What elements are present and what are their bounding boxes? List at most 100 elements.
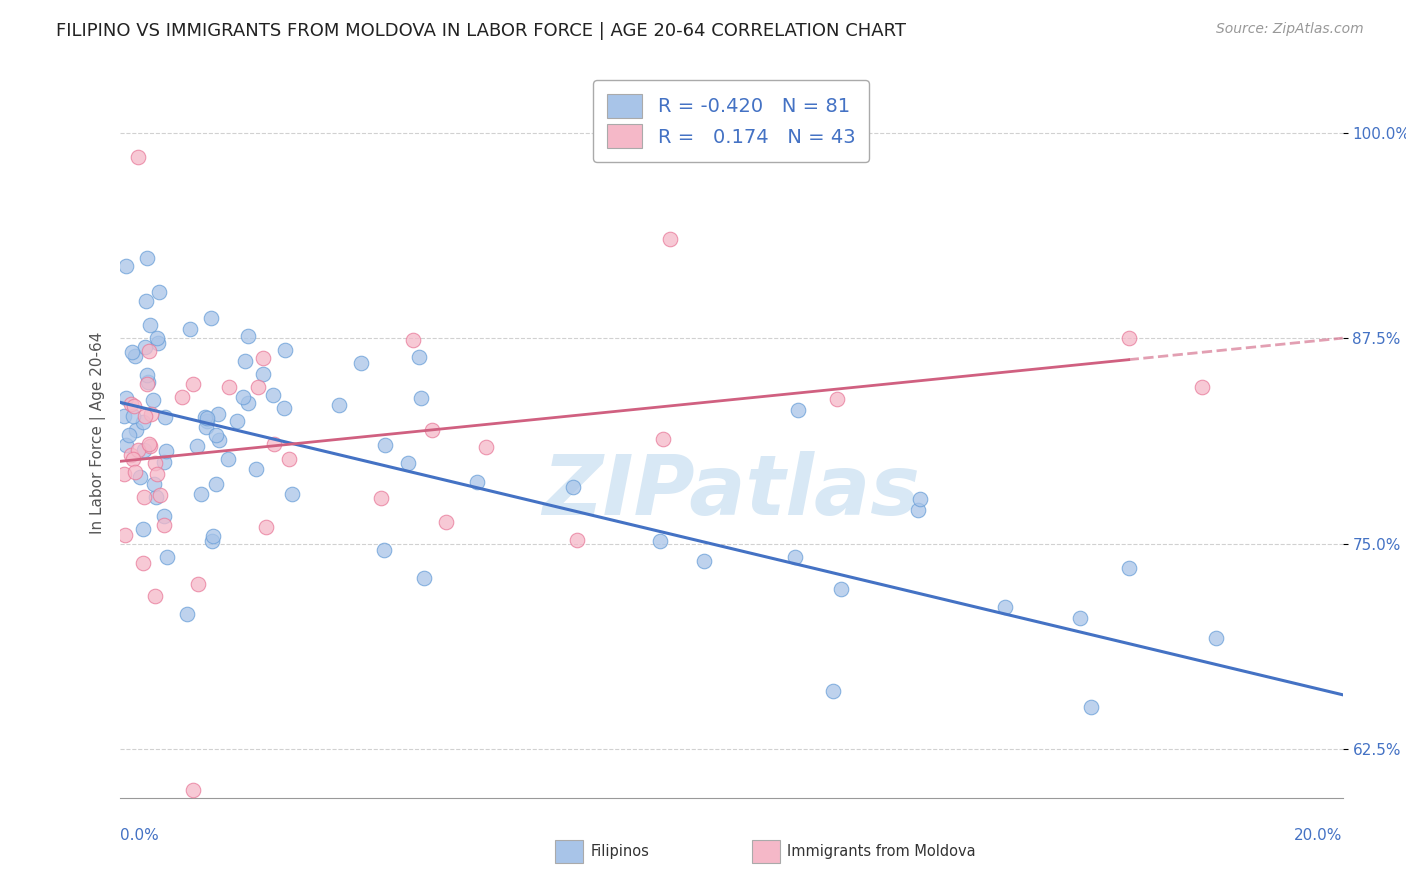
Text: 20.0%: 20.0% — [1295, 828, 1343, 843]
Point — [135, 376, 157, 391]
Point — [825, 392, 848, 407]
Point — [561, 480, 583, 494]
Point — [217, 452, 239, 467]
Point — [143, 456, 166, 470]
Point — [648, 533, 671, 548]
Point — [148, 285, 170, 299]
Point — [143, 589, 166, 603]
Point — [112, 409, 135, 424]
Point — [413, 571, 436, 585]
Point — [1205, 631, 1227, 645]
Point — [475, 440, 498, 454]
Point — [179, 322, 201, 336]
Point — [136, 252, 159, 266]
Point — [114, 438, 136, 452]
Point — [142, 477, 165, 491]
Point — [146, 331, 169, 345]
Point — [139, 318, 162, 333]
Point — [373, 543, 395, 558]
Text: Immigrants from Moldova: Immigrants from Moldova — [787, 844, 976, 859]
FancyBboxPatch shape — [555, 840, 583, 863]
Point — [170, 391, 193, 405]
Point — [402, 333, 425, 347]
Point — [408, 350, 430, 364]
Point — [420, 423, 443, 437]
Point — [120, 448, 142, 462]
Point — [153, 508, 176, 523]
Point — [328, 398, 350, 412]
Point — [134, 491, 156, 505]
Point — [149, 488, 172, 502]
Point — [114, 528, 136, 542]
Point — [195, 414, 218, 428]
Point — [127, 442, 149, 457]
Point — [1191, 380, 1213, 394]
Point — [785, 549, 807, 564]
Point — [118, 427, 141, 442]
Point — [252, 367, 274, 381]
Point — [218, 380, 240, 394]
Point — [200, 310, 222, 325]
Point — [374, 438, 396, 452]
Point — [465, 475, 488, 489]
Point — [135, 368, 157, 383]
Point — [138, 344, 160, 359]
Point — [125, 423, 148, 437]
Point — [207, 408, 229, 422]
Text: Filipinos: Filipinos — [591, 844, 650, 859]
Point — [132, 443, 155, 458]
Point — [155, 444, 177, 458]
Point — [1118, 331, 1140, 345]
Point — [181, 377, 204, 392]
Point — [145, 491, 167, 505]
Point — [396, 456, 419, 470]
Point — [256, 520, 278, 534]
Point — [122, 409, 145, 424]
Text: FILIPINO VS IMMIGRANTS FROM MOLDOVA IN LABOR FORCE | AGE 20-64 CORRELATION CHART: FILIPINO VS IMMIGRANTS FROM MOLDOVA IN L… — [56, 22, 907, 40]
Point — [141, 407, 163, 421]
Point — [1118, 561, 1140, 575]
Point — [565, 533, 588, 547]
Point — [786, 403, 808, 417]
Point — [277, 451, 299, 466]
Point — [225, 414, 247, 428]
Point — [370, 491, 392, 506]
Text: 0.0%: 0.0% — [120, 828, 159, 843]
Point — [148, 336, 170, 351]
Point — [136, 376, 159, 390]
Point — [235, 354, 257, 368]
Point — [1080, 699, 1102, 714]
Legend: R = -0.420   N = 81, R =   0.174   N = 43: R = -0.420 N = 81, R = 0.174 N = 43 — [593, 80, 869, 161]
Point — [139, 439, 162, 453]
Point — [186, 439, 208, 453]
Point — [190, 487, 212, 501]
Point — [181, 783, 204, 797]
Point — [124, 465, 146, 479]
Point — [135, 293, 157, 308]
Point — [830, 582, 852, 596]
Point — [411, 391, 433, 405]
Point — [195, 420, 218, 434]
Text: Source: ZipAtlas.com: Source: ZipAtlas.com — [1216, 22, 1364, 37]
Point — [146, 467, 169, 481]
Point — [201, 528, 224, 542]
Point — [993, 600, 1015, 615]
Point — [907, 503, 929, 517]
Text: ZIPatlas: ZIPatlas — [543, 450, 920, 532]
Point — [134, 341, 156, 355]
Point — [245, 461, 267, 475]
Point — [252, 351, 274, 365]
Point — [131, 522, 153, 536]
Point — [132, 556, 155, 570]
Point — [120, 397, 142, 411]
Point — [236, 329, 259, 343]
Point — [138, 437, 160, 451]
Point — [122, 399, 145, 413]
Point — [127, 150, 149, 164]
Point — [232, 391, 254, 405]
Y-axis label: In Labor Force | Age 20-64: In Labor Force | Age 20-64 — [90, 332, 105, 533]
Point — [121, 452, 143, 467]
Point — [238, 396, 260, 410]
Point — [659, 232, 682, 246]
Point — [910, 491, 932, 506]
